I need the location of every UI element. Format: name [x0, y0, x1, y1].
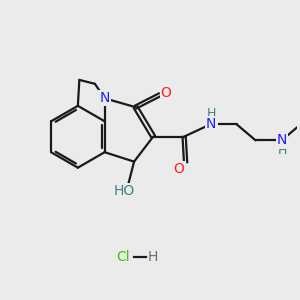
Text: N: N: [206, 117, 216, 131]
Text: HO: HO: [114, 184, 135, 198]
Text: H: H: [278, 144, 287, 157]
Text: Cl: Cl: [117, 250, 130, 265]
Text: O: O: [174, 162, 184, 176]
Text: H: H: [206, 107, 216, 120]
Text: N: N: [99, 91, 110, 105]
Text: H: H: [148, 250, 158, 265]
Text: N: N: [277, 134, 287, 147]
Text: O: O: [161, 86, 172, 100]
